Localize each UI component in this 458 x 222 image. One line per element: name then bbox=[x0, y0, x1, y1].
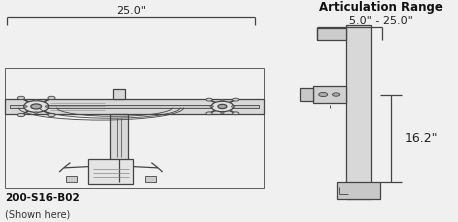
Text: Articulation Range: Articulation Range bbox=[319, 2, 442, 14]
Circle shape bbox=[17, 113, 25, 117]
Circle shape bbox=[48, 113, 55, 117]
Bar bbox=[346, 25, 371, 199]
Text: 16.2": 16.2" bbox=[404, 132, 438, 145]
Circle shape bbox=[34, 99, 38, 101]
Bar bbox=[145, 176, 156, 182]
Bar bbox=[5, 99, 264, 114]
Bar bbox=[88, 159, 133, 184]
Circle shape bbox=[221, 99, 224, 101]
Circle shape bbox=[221, 112, 224, 114]
Circle shape bbox=[45, 106, 49, 107]
Text: 200-S16-B02: 200-S16-B02 bbox=[5, 193, 80, 203]
Circle shape bbox=[24, 101, 49, 112]
Text: 5.0" - 25.0": 5.0" - 25.0" bbox=[349, 16, 413, 26]
Bar bbox=[337, 182, 380, 199]
Circle shape bbox=[17, 96, 25, 100]
Circle shape bbox=[206, 98, 212, 101]
Bar bbox=[66, 176, 77, 182]
Circle shape bbox=[319, 92, 327, 97]
Circle shape bbox=[231, 106, 235, 107]
Circle shape bbox=[333, 93, 340, 96]
Bar bbox=[10, 105, 259, 108]
Bar bbox=[300, 88, 313, 101]
Circle shape bbox=[233, 112, 239, 115]
Circle shape bbox=[48, 96, 55, 100]
Circle shape bbox=[233, 98, 239, 101]
Text: 25.0": 25.0" bbox=[116, 6, 146, 16]
Bar bbox=[313, 86, 346, 103]
Circle shape bbox=[24, 106, 27, 107]
Circle shape bbox=[210, 106, 213, 107]
Bar bbox=[110, 114, 127, 182]
Circle shape bbox=[34, 112, 38, 114]
Bar bbox=[316, 28, 346, 40]
Circle shape bbox=[31, 104, 42, 109]
Circle shape bbox=[218, 104, 227, 109]
Text: (Shown here): (Shown here) bbox=[5, 209, 71, 219]
Bar bbox=[5, 68, 264, 188]
Circle shape bbox=[211, 101, 234, 112]
Bar bbox=[113, 89, 125, 99]
Circle shape bbox=[206, 112, 212, 115]
